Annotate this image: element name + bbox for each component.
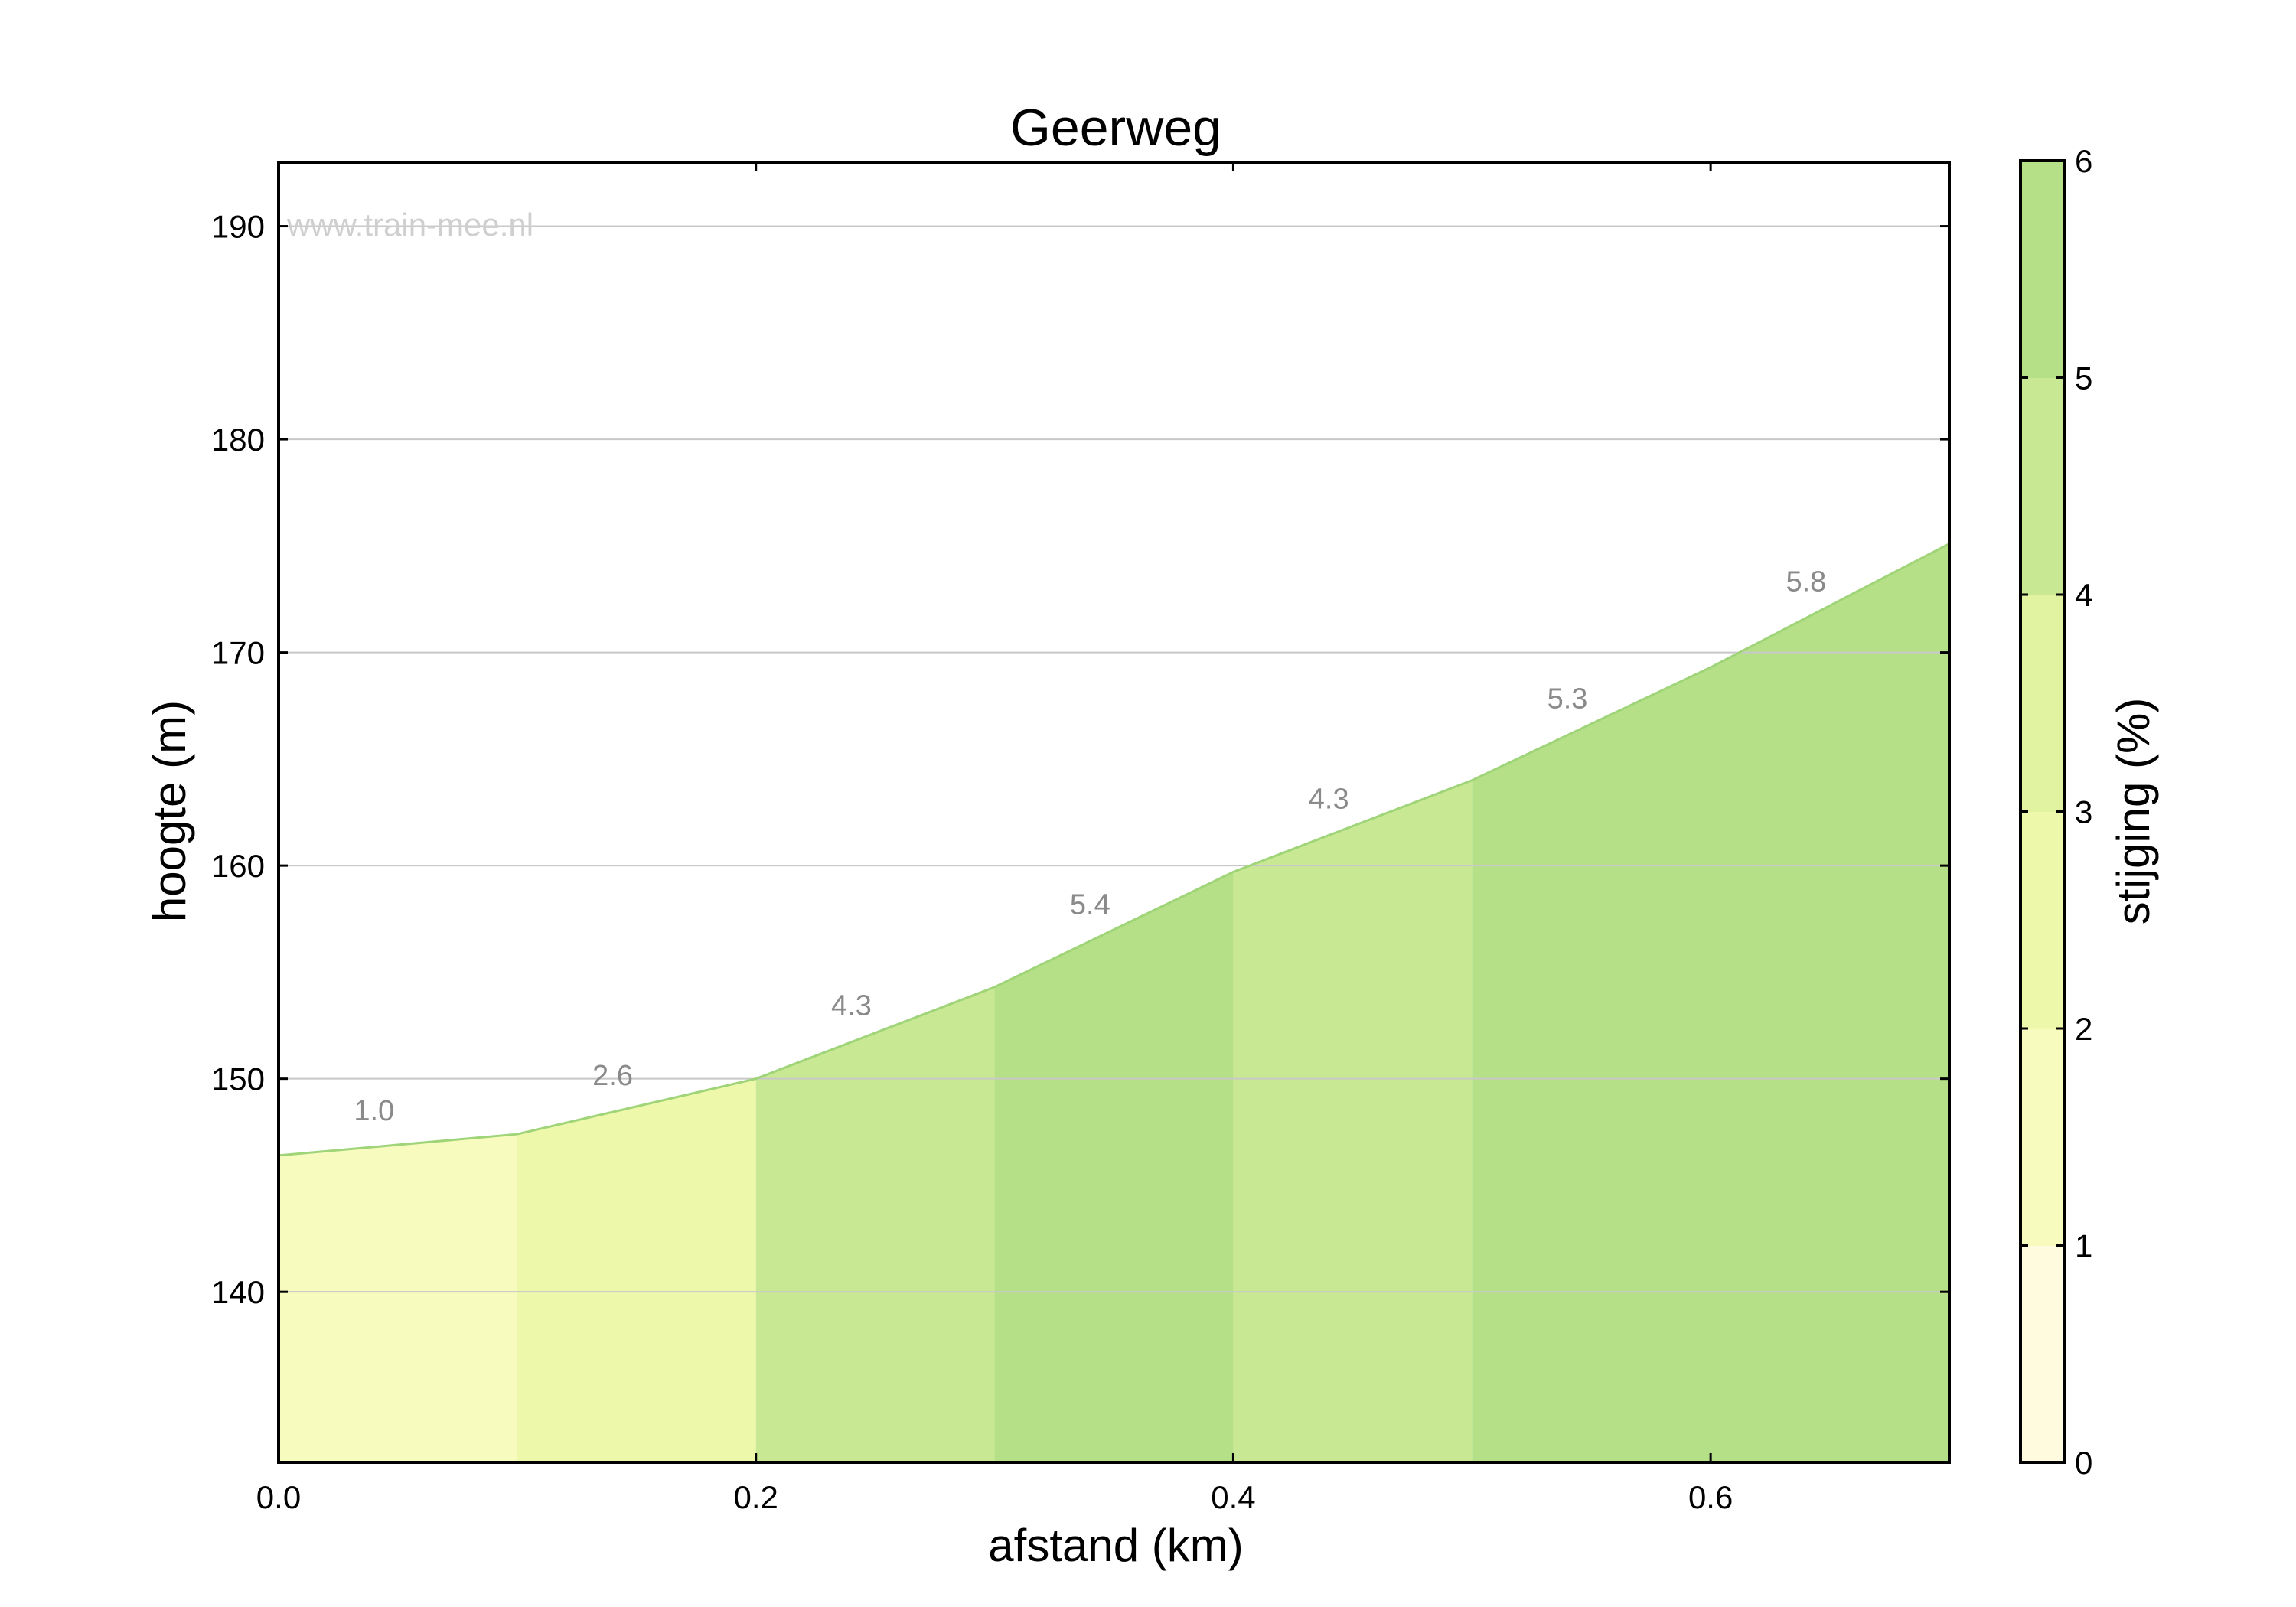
colorbar-label: stijging (%) <box>2108 698 2159 925</box>
colorbar-tick-label: 2 <box>2075 1011 2092 1047</box>
colorbar-tick-label: 4 <box>2075 577 2092 613</box>
segment-fill <box>994 872 1234 1462</box>
segment-fill <box>1711 543 1949 1462</box>
segment-fill <box>517 1078 756 1462</box>
segment-fill <box>755 986 995 1462</box>
y-tick-label: 180 <box>211 422 265 458</box>
colorbar-tick-label: 6 <box>2075 143 2092 179</box>
grade-label: 5.3 <box>1548 683 1588 715</box>
y-tick-label: 150 <box>211 1061 265 1097</box>
x-axis-label: afstand (km) <box>988 1520 1243 1571</box>
plot-frame <box>277 161 1951 1464</box>
colorbar-band <box>2020 595 2064 812</box>
y-axis-ticks: 140 150 160 170 180 190 <box>211 209 1949 1310</box>
y-tick-label: 170 <box>211 635 265 671</box>
colorbar-band <box>2020 377 2064 595</box>
colorbar: 0 1 2 3 4 5 6 <box>2019 143 2092 1481</box>
colorbar-band <box>2020 811 2064 1029</box>
segment-fill <box>1233 780 1473 1462</box>
colorbar-band <box>2020 161 2064 378</box>
grade-label: 2.6 <box>592 1060 633 1092</box>
colorbar-tick-label: 3 <box>2075 794 2092 830</box>
x-tick-label: 0.6 <box>1688 1479 1733 1515</box>
colorbar-tick-label: 5 <box>2075 360 2092 396</box>
grade-label: 1.0 <box>354 1095 394 1127</box>
gridlines <box>279 225 1949 1293</box>
y-axis-label: hoogte (m) <box>144 700 195 922</box>
watermark-text: www.train-mee.nl <box>286 207 533 243</box>
x-tick-label: 0.2 <box>734 1479 778 1515</box>
elevation-line <box>278 543 1950 1157</box>
grade-label: 4.3 <box>1309 784 1349 816</box>
x-tick-label: 0.0 <box>256 1479 301 1515</box>
grade-label: 4.3 <box>831 990 872 1022</box>
x-tick-label: 0.4 <box>1211 1479 1255 1515</box>
chart-title: Geerweg <box>1010 99 1221 157</box>
colorbar-band <box>2020 1245 2064 1463</box>
y-tick-label: 190 <box>211 209 265 245</box>
y-tick-label: 140 <box>211 1274 265 1310</box>
y-tick-label: 160 <box>211 848 265 884</box>
colorbar-band <box>2020 1028 2064 1246</box>
colorbar-tick-label: 0 <box>2075 1445 2092 1481</box>
grade-label: 5.8 <box>1786 566 1826 598</box>
profile-line <box>278 543 1950 1157</box>
grade-labels: 1.0 2.6 4.3 5.4 4.3 5.3 5.8 <box>354 566 1826 1126</box>
segment-fill <box>1472 667 1711 1462</box>
segment-fill <box>279 1134 517 1462</box>
x-axis-ticks: 0.0 0.2 0.4 0.6 <box>256 162 1733 1515</box>
colorbar-tick-label: 1 <box>2075 1228 2092 1264</box>
grade-label: 5.4 <box>1070 889 1110 921</box>
